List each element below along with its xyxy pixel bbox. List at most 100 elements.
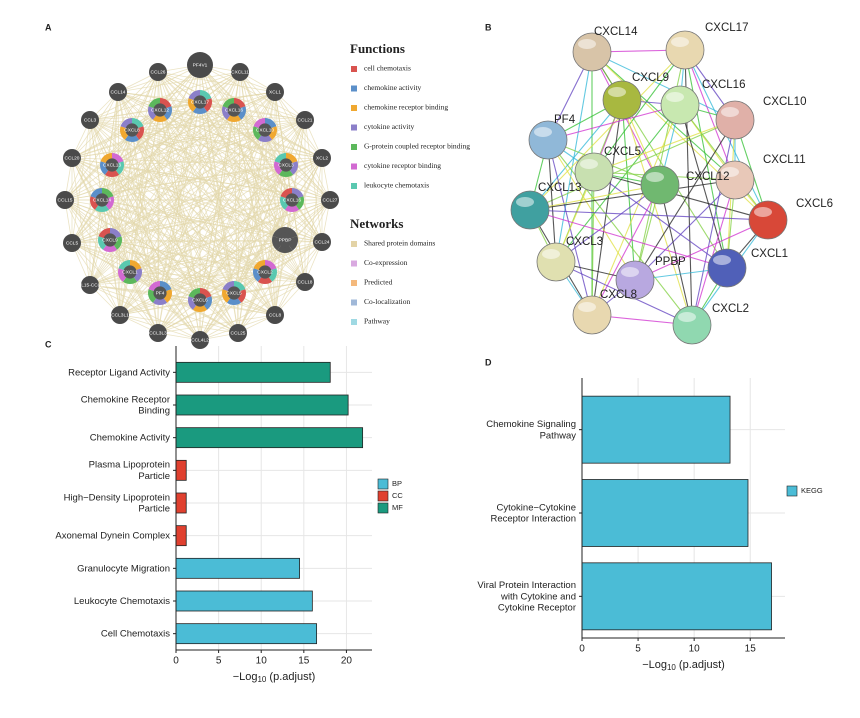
node-label: CXCL12 — [686, 171, 729, 183]
network-edge — [529, 119, 736, 211]
node-core — [95, 193, 109, 207]
network-edge — [159, 91, 276, 111]
node-label: CXCL9 — [102, 237, 118, 243]
network-a: PF4V1 CXCL11 XCL1 CCL21 XCL2 CCL27 CCL24 CCL18 C… — [56, 52, 339, 349]
network-edge — [109, 239, 266, 273]
legend-swatch — [377, 478, 389, 490]
y-tick-label: Receptor Ligand Activity — [68, 367, 170, 378]
network-edge — [71, 242, 235, 294]
bar — [175, 557, 300, 579]
node-circle — [187, 52, 213, 78]
node-shine — [608, 87, 626, 97]
network-edge — [89, 284, 276, 316]
node-circle — [296, 111, 314, 129]
node-label: CXCL6 — [796, 198, 833, 210]
network-edge — [304, 157, 323, 283]
network-edge — [274, 91, 331, 201]
node-shine — [578, 39, 596, 49]
network-node: CXCL13 — [99, 153, 125, 178]
panel-label: D — [485, 357, 492, 367]
network-edge — [159, 199, 293, 294]
network-node: CXCL9 — [98, 228, 123, 252]
network-edge — [64, 199, 121, 316]
network-edge — [199, 64, 323, 243]
protein-node — [528, 120, 568, 160]
network-node: CCL24 — [313, 233, 331, 251]
network-edge — [89, 101, 201, 121]
network-node: CXCL10 — [253, 118, 277, 143]
protein-node — [602, 80, 642, 120]
node-label: CCL21 — [298, 117, 313, 123]
network-edge — [101, 199, 235, 294]
network-edge — [109, 101, 201, 241]
network-edge — [634, 119, 736, 281]
legend-label: Shared protein domains — [364, 239, 435, 248]
bar — [581, 562, 772, 631]
node-label: XCL1 — [269, 89, 281, 95]
node-label: CXCL5 — [604, 146, 641, 158]
node-label: CCL5 — [66, 240, 79, 246]
network-node: CXCL2 — [253, 260, 277, 284]
node-label: CXCL17 — [705, 22, 748, 34]
network-edge — [529, 49, 686, 211]
network-edge — [89, 119, 103, 201]
network-node: CXCL6 — [188, 288, 212, 312]
network-edge — [71, 109, 235, 159]
y-tick-label: Cell Chemotaxis — [101, 628, 170, 639]
network-edge — [593, 171, 769, 221]
network-node: XCL2 — [313, 149, 331, 167]
node-label: CCL4L2 — [191, 337, 209, 343]
network-edge — [199, 101, 306, 121]
node-circle — [81, 111, 99, 129]
network-node: PPBP — [272, 227, 298, 254]
network-edge — [264, 157, 323, 273]
bar — [175, 427, 364, 449]
node-label: CXCL1 — [122, 269, 138, 275]
network-edge — [199, 239, 286, 301]
protein-node — [660, 85, 700, 125]
protein-node — [572, 32, 612, 72]
node-label: CXCL9 — [632, 72, 669, 84]
protein-node — [510, 190, 550, 230]
node-core — [153, 286, 167, 300]
network-edge — [111, 164, 161, 294]
network-edge — [71, 119, 91, 244]
network-edge — [304, 119, 323, 243]
network-edge — [199, 101, 323, 243]
node-label: CXCL14 — [93, 197, 111, 203]
network-edge — [233, 129, 266, 294]
legend-label: chemokine receptor binding — [364, 103, 448, 112]
node-label: CXCL6 — [192, 297, 208, 303]
network-edge — [199, 64, 306, 121]
legend-swatch — [351, 260, 357, 267]
y-tick-label: Chemokine Receptor Binding — [81, 394, 170, 416]
network-edge — [109, 109, 161, 241]
bar — [175, 525, 187, 547]
network-edge — [157, 71, 276, 93]
network-edge — [109, 239, 235, 294]
network-edge — [131, 129, 201, 301]
node-shine — [721, 167, 739, 177]
network-edge — [109, 239, 201, 301]
node-circle — [109, 83, 127, 101]
network-node: CXCL8 — [119, 118, 144, 142]
network-node: CXCL11 — [231, 63, 249, 81]
node-label: CXCL12 — [151, 107, 169, 113]
network-edge — [159, 109, 266, 131]
node-label: PF4V1 — [193, 62, 208, 68]
network-edge — [529, 179, 736, 211]
x-tick-label: 15 — [298, 656, 310, 667]
network-edge — [679, 104, 769, 221]
node-circle — [111, 306, 129, 324]
network-edge — [101, 199, 161, 294]
legend-swatch — [351, 105, 357, 111]
network-node: CXCL12 — [148, 98, 173, 122]
protein-node — [715, 100, 755, 140]
legend-swatch — [351, 280, 357, 286]
network-edge — [101, 129, 266, 201]
network-edge — [239, 71, 331, 201]
network-edge — [621, 99, 693, 326]
network-edge — [129, 271, 235, 294]
network-edge — [117, 71, 241, 93]
network-edge — [593, 49, 686, 173]
